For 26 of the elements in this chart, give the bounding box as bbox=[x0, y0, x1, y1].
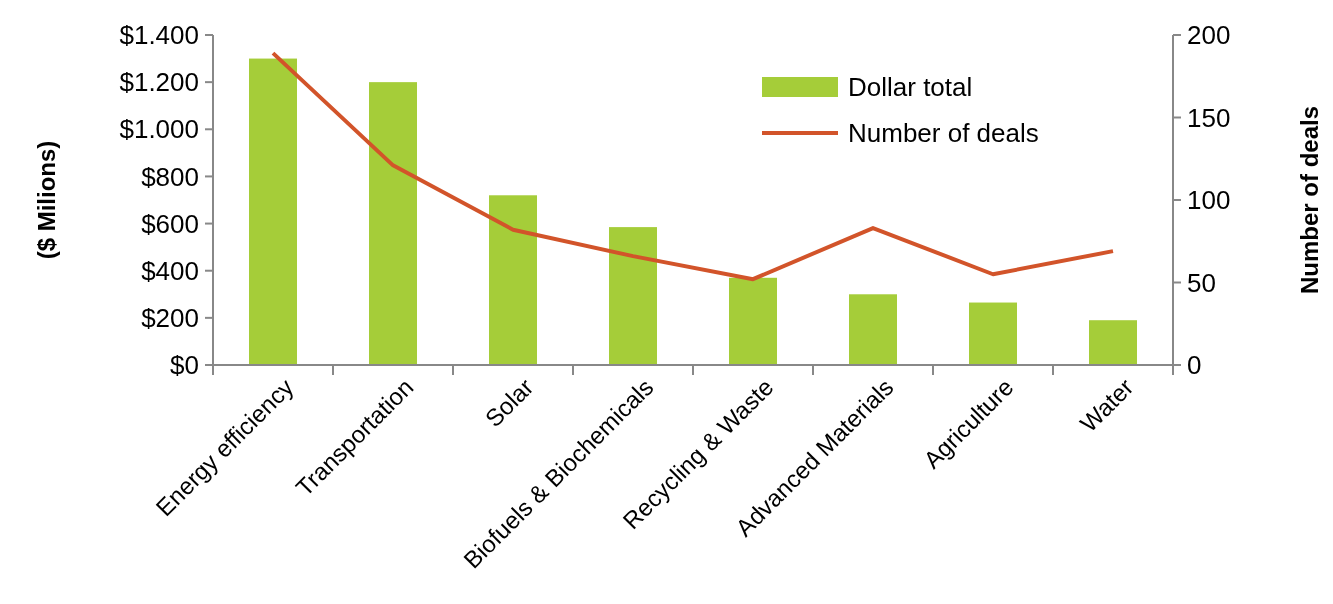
bar bbox=[609, 227, 657, 365]
legend-label: Number of deals bbox=[848, 118, 1039, 149]
y-tick-label: $400 bbox=[141, 255, 199, 286]
y2-tick-label: 0 bbox=[1187, 350, 1202, 381]
y-tick-label: $800 bbox=[141, 161, 199, 192]
bar bbox=[249, 58, 297, 365]
bar bbox=[369, 82, 417, 365]
bar bbox=[849, 294, 897, 365]
y2-tick-label: 150 bbox=[1187, 102, 1231, 133]
bar bbox=[969, 302, 1017, 365]
y-tick-label: $1.400 bbox=[119, 20, 199, 51]
y-tick-label: $200 bbox=[141, 302, 199, 333]
y-tick-label: $600 bbox=[141, 208, 199, 239]
y-axis-title: ($ Milions) bbox=[33, 140, 60, 260]
y2-tick-label: 100 bbox=[1187, 185, 1231, 216]
y-tick-label: $1.000 bbox=[119, 114, 199, 145]
bar bbox=[729, 277, 777, 365]
bar bbox=[489, 195, 537, 365]
y-tick-label: $1.200 bbox=[119, 67, 199, 98]
legend-label: Dollar total bbox=[848, 72, 973, 103]
bar bbox=[1089, 320, 1137, 365]
y-tick-label: $0 bbox=[170, 350, 199, 381]
y2-tick-label: 50 bbox=[1187, 267, 1216, 298]
line-series bbox=[271, 51, 1115, 282]
y2-axis-title: Number of deals bbox=[1296, 105, 1323, 295]
y2-tick-label: 200 bbox=[1187, 20, 1231, 51]
